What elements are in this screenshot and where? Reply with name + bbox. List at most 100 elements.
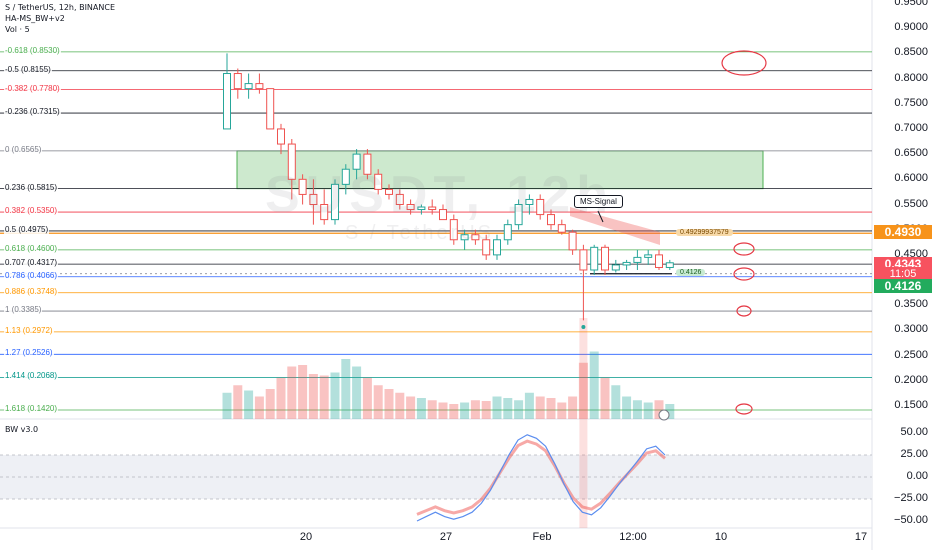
candle-body bbox=[622, 261, 631, 266]
volume-bar bbox=[416, 398, 426, 419]
volume-bar bbox=[611, 385, 621, 419]
price-tick: 0.3500 bbox=[894, 298, 928, 311]
volume-bar bbox=[438, 402, 448, 419]
fib-label: 1.13 (0.2972) bbox=[4, 325, 54, 335]
fib-label: 1.27 (0.2526) bbox=[4, 348, 54, 358]
volume-bar bbox=[524, 392, 534, 419]
candle-body bbox=[244, 83, 253, 90]
candle-body bbox=[223, 73, 231, 130]
volume-bar bbox=[276, 377, 286, 419]
volume-bar bbox=[449, 404, 459, 419]
fib-label: 0.707 (0.4317) bbox=[4, 258, 59, 268]
volume-bar bbox=[589, 351, 599, 419]
candle-body bbox=[233, 73, 242, 90]
candle-body bbox=[352, 153, 361, 170]
candle-body bbox=[547, 214, 555, 226]
candle-body bbox=[395, 193, 404, 206]
volume-bar bbox=[244, 390, 254, 419]
indicator-legend-bw[interactable]: BW v3.0 bbox=[5, 425, 39, 434]
fib-label: 0.786 (0.4066) bbox=[4, 270, 59, 280]
fib-label: 1.618 (0.1420) bbox=[4, 404, 59, 414]
volume-bar bbox=[503, 398, 513, 419]
ms-signal-ribbon bbox=[570, 207, 660, 245]
volume-bar bbox=[341, 359, 351, 419]
time-tick: 12:00 bbox=[619, 531, 647, 543]
candle-body bbox=[557, 224, 566, 233]
osc-tick: 50.00 bbox=[900, 426, 928, 438]
candle-body bbox=[579, 249, 588, 271]
candle-body bbox=[266, 88, 275, 130]
volume-bar bbox=[557, 402, 567, 419]
highlight-circle bbox=[736, 305, 752, 317]
volume-bar bbox=[233, 385, 243, 419]
time-tick: Feb bbox=[532, 531, 552, 543]
price-tick: 0.1500 bbox=[894, 399, 928, 411]
fib-label: 0 (0.6565) bbox=[4, 144, 43, 154]
candle-body bbox=[439, 209, 447, 221]
osc-band bbox=[0, 455, 872, 499]
highlight-circle bbox=[733, 242, 755, 256]
ms-signal-callout[interactable]: MS-Signal bbox=[574, 195, 623, 208]
candle-body bbox=[287, 143, 296, 180]
volume-bar bbox=[546, 398, 556, 419]
callout-pointer bbox=[597, 210, 604, 223]
supply-zone bbox=[236, 150, 764, 190]
volume-bar bbox=[406, 396, 416, 419]
volume-bar bbox=[395, 392, 405, 419]
volume-bar bbox=[492, 396, 502, 419]
fib-label: 1.414 (0.2068) bbox=[4, 371, 59, 381]
tag-countdown: 11:05 bbox=[874, 267, 932, 280]
price-tick: 0.8500 bbox=[894, 46, 928, 59]
candle-body bbox=[374, 173, 383, 190]
osc-line bbox=[416, 434, 666, 522]
price-tick: 0.5500 bbox=[894, 197, 928, 210]
highlight-circle bbox=[733, 267, 755, 281]
volume-bar bbox=[265, 389, 275, 419]
candle-body bbox=[428, 206, 437, 211]
price-tick: 0.6500 bbox=[894, 147, 928, 160]
fib-label: -0.618 (0.8530) bbox=[4, 45, 61, 55]
candle-body bbox=[525, 198, 534, 205]
candle-body bbox=[341, 168, 350, 185]
volume-bar bbox=[665, 404, 675, 419]
price-tick: 0.3000 bbox=[894, 323, 928, 336]
fib-label: 0.886 (0.3748) bbox=[4, 286, 59, 296]
indicator-legend-vol[interactable]: Vol · 5 bbox=[5, 25, 30, 34]
candle-body bbox=[471, 234, 480, 241]
signal-dot bbox=[581, 325, 586, 329]
time-tick: 27 bbox=[439, 531, 453, 543]
lower-line-label: 0.4126 bbox=[676, 269, 706, 276]
volume-bar bbox=[622, 396, 632, 419]
price-tick: 0.4500 bbox=[894, 247, 928, 260]
candle-body bbox=[590, 246, 599, 271]
volume-bar bbox=[362, 377, 372, 419]
volume-bar bbox=[600, 377, 610, 419]
time-tick: 17 bbox=[854, 531, 868, 543]
price-tick: 0.9500 bbox=[894, 0, 928, 8]
volume-bar bbox=[643, 402, 653, 419]
candle-body bbox=[331, 183, 339, 221]
volume-bar bbox=[373, 385, 383, 419]
candle-body bbox=[665, 262, 674, 268]
indicator-legend-ha[interactable]: HA-MS_BW+v2 bbox=[5, 14, 65, 23]
fib-label: 0.618 (0.4600) bbox=[4, 243, 59, 253]
volume-bar bbox=[578, 362, 588, 419]
candle-body bbox=[320, 204, 329, 221]
candle-body bbox=[482, 239, 491, 256]
symbol-title[interactable]: S / TetherUS, 12h, BINANCE bbox=[5, 3, 116, 12]
highlight-circle bbox=[721, 50, 767, 76]
osc-tick: 0.00 bbox=[906, 470, 928, 482]
volume-bar bbox=[330, 372, 340, 419]
fib-label: 0.236 (0.5815) bbox=[4, 182, 59, 192]
fib-label: 0.5 (0.4975) bbox=[4, 224, 50, 234]
osc-tick: −50.00 bbox=[894, 514, 928, 526]
osc-tick: −25.00 bbox=[894, 492, 928, 504]
candle-body bbox=[644, 254, 653, 258]
candle-body bbox=[536, 198, 545, 216]
volume-bar bbox=[287, 366, 297, 419]
candle-body bbox=[449, 219, 458, 241]
time-tick: 20 bbox=[299, 531, 313, 543]
candle-body bbox=[385, 188, 393, 195]
volume-bar bbox=[298, 365, 308, 419]
